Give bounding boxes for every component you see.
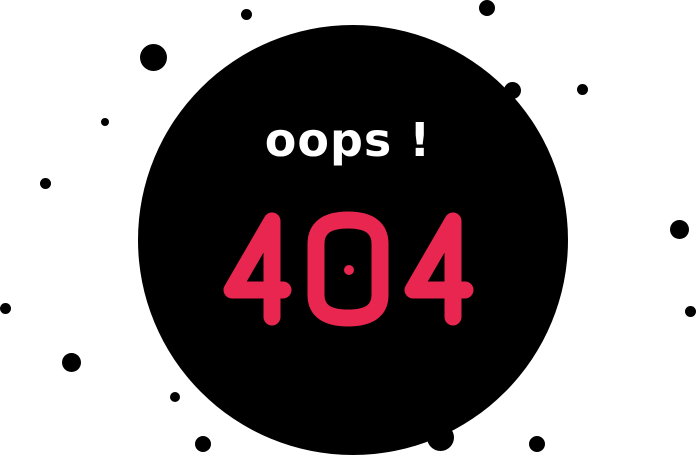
decorative-dot [670, 220, 689, 239]
decorative-dot [195, 436, 211, 452]
digit-four-left [223, 212, 292, 326]
hero-circle [138, 25, 568, 455]
decorative-dot [40, 178, 51, 189]
decorative-dot [140, 44, 167, 71]
decorative-dot [62, 353, 81, 372]
error-message: oops ! [264, 113, 432, 167]
decorative-dot [101, 118, 109, 126]
decorative-dot [241, 9, 252, 20]
decorative-dot [479, 0, 495, 16]
decorative-dot [170, 392, 180, 402]
decorative-dot [529, 436, 545, 452]
digit-zero [307, 211, 389, 327]
decorative-dot [685, 306, 696, 317]
zero-center-dot [344, 265, 354, 275]
decorative-dot [0, 303, 11, 314]
decorative-dot [577, 84, 588, 95]
digit-four-right [404, 212, 474, 326]
